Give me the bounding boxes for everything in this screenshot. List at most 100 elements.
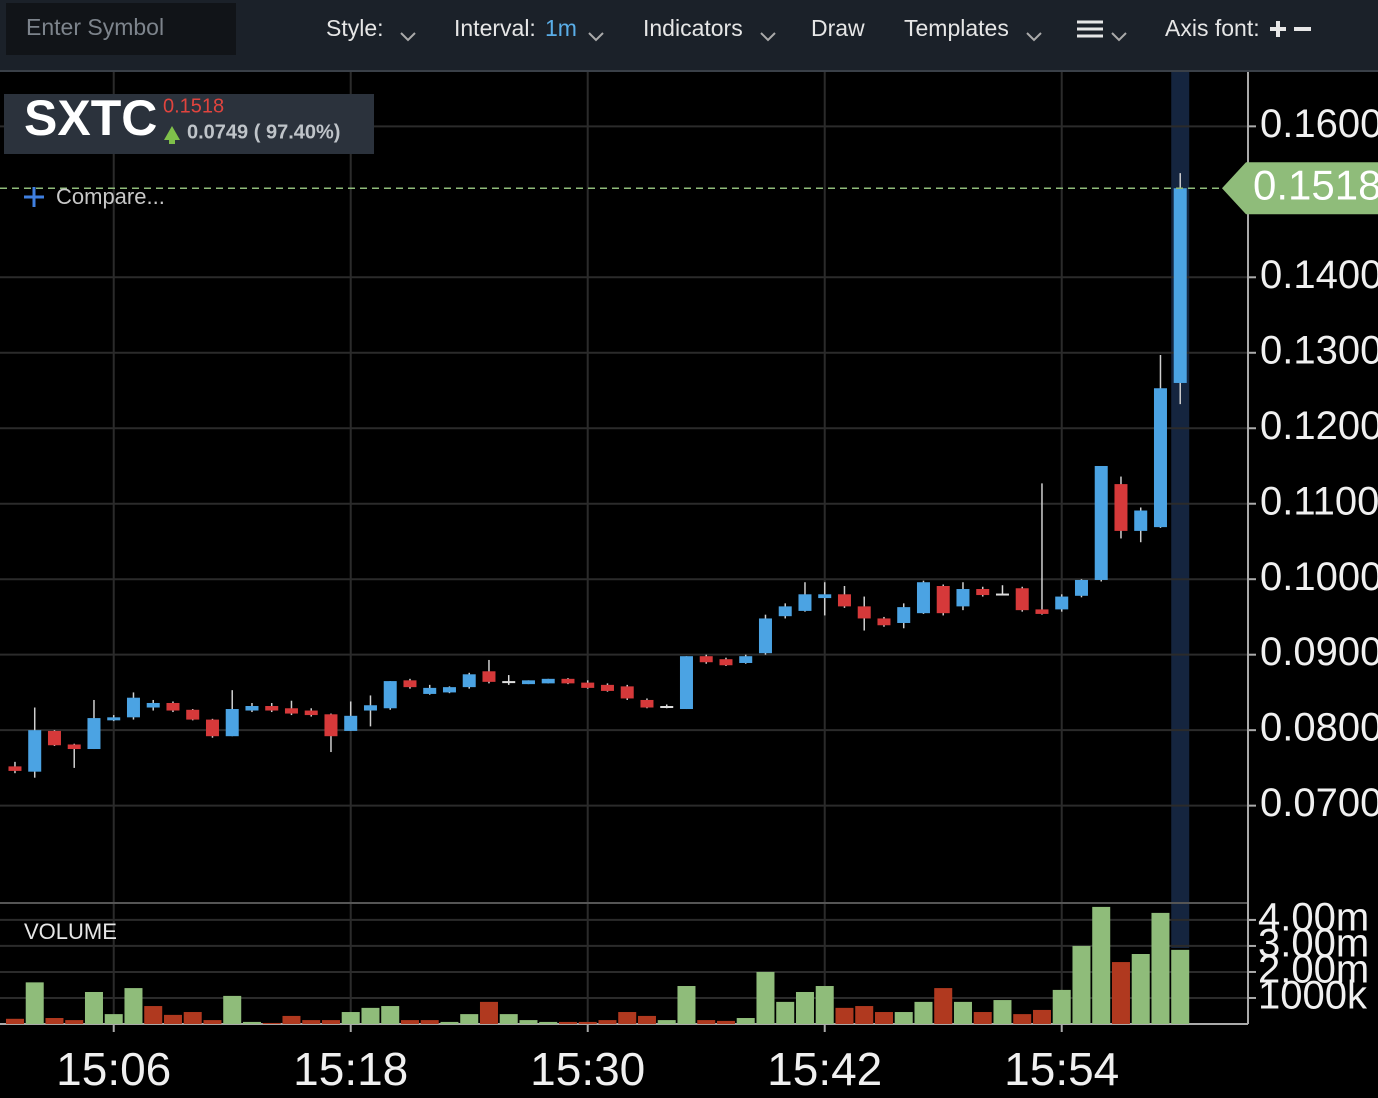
candle-body	[304, 710, 318, 716]
candle-body	[284, 708, 298, 714]
candle-body	[462, 674, 476, 688]
volume-tick-label: 1000k	[1258, 974, 1368, 1018]
volume-bar	[914, 1001, 933, 1024]
volume-bar	[637, 1015, 656, 1024]
last-price-tag	[1222, 162, 1378, 215]
candle-body	[442, 687, 456, 693]
volume-bar	[953, 1001, 972, 1024]
candle-body	[897, 607, 911, 623]
volume-bar	[223, 995, 242, 1024]
y-tick-label: 0.0900	[1260, 630, 1378, 674]
volume-bar	[242, 1021, 261, 1024]
candle-body	[956, 589, 970, 607]
volume-bar	[874, 1012, 893, 1024]
x-tick-label: 15:42	[767, 1043, 882, 1095]
volume-tick-label: 2.00m	[1258, 948, 1369, 992]
price-change: 0.0749 ( 97.40%)	[187, 121, 340, 143]
y-tick-label: 0.1300	[1260, 328, 1378, 372]
volume-bar	[1013, 1014, 1032, 1024]
axis-font-label: Axis font:	[1165, 15, 1260, 41]
candle-body	[324, 714, 338, 737]
volume-bar	[1092, 906, 1111, 1024]
candle-body	[423, 687, 437, 694]
draw-menu[interactable]: Draw	[811, 15, 865, 41]
compare-plus[interactable]	[24, 187, 44, 207]
candle-body	[739, 656, 753, 663]
candle-body	[1055, 596, 1069, 610]
candle-body	[758, 618, 772, 654]
candle-body	[521, 680, 535, 685]
volume-bar	[657, 1020, 676, 1024]
candle-body	[798, 594, 812, 611]
volume-bar	[776, 1001, 795, 1024]
y-tick-label: 0.1200	[1260, 404, 1378, 448]
candle-body	[620, 686, 634, 699]
volume-bar	[282, 1015, 301, 1024]
candle-body	[166, 702, 180, 711]
volume-bar	[598, 1020, 617, 1024]
candle-body	[581, 682, 595, 688]
y-tick-label: 0.0800	[1260, 706, 1378, 750]
candle-body	[1015, 588, 1029, 611]
volume-bar	[1131, 954, 1150, 1024]
candle-body	[541, 678, 555, 684]
volume-bar	[1111, 962, 1130, 1024]
candle-body	[1173, 188, 1187, 383]
chevron	[1111, 32, 1127, 42]
volume-bar	[795, 991, 814, 1024]
candle-body	[87, 718, 101, 750]
volume-bar	[420, 1020, 439, 1024]
volume-tick-label: 3.00m	[1258, 921, 1369, 965]
x-tick-label: 15:30	[530, 1043, 645, 1095]
x-tick-label: 15:18	[293, 1043, 408, 1095]
interval-menu[interactable]: Interval:	[454, 15, 536, 41]
candle-body	[482, 671, 496, 682]
candle-body	[679, 656, 693, 710]
volume-bar	[835, 1007, 854, 1024]
plot: 0.0700 0.0800 0.0900 0.1000 0.1100 0.1200 0.13…	[0, 72, 1378, 1095]
candle-body	[67, 744, 81, 750]
symbol-input[interactable]	[6, 3, 236, 55]
interval-value[interactable]: 1m	[545, 15, 577, 41]
volume-bar	[381, 1006, 400, 1024]
volume-bar	[1052, 989, 1071, 1024]
candle-body	[502, 681, 516, 684]
indicators-menu[interactable]: Indicators	[643, 15, 743, 41]
volume-bar	[183, 1012, 202, 1024]
volume-bar	[84, 991, 103, 1024]
candle-body	[936, 585, 950, 614]
style-menu[interactable]: Style:	[326, 15, 384, 41]
volume-bar	[1032, 1009, 1051, 1024]
chevron	[760, 32, 776, 42]
candle-body	[916, 582, 930, 614]
volume-bar	[361, 1007, 380, 1024]
candle-body	[719, 659, 733, 666]
volume-bar	[934, 988, 953, 1024]
templates-menu[interactable]: Templates	[904, 15, 1009, 41]
y-tick-label: 0.1400	[1260, 253, 1378, 297]
candle-body	[205, 719, 219, 737]
symbol-placeholder: Enter Symbol	[26, 14, 164, 40]
candle-body	[344, 715, 358, 731]
volume-bar	[1171, 949, 1190, 1024]
volume-bar	[855, 1006, 874, 1024]
candle-body	[1074, 579, 1088, 596]
volume-bar	[203, 1020, 222, 1024]
font-increase[interactable]	[1270, 21, 1286, 37]
candle-body	[877, 618, 891, 626]
volume-bar	[578, 1021, 597, 1024]
volume-bar	[341, 1012, 360, 1024]
volume-bar	[302, 1020, 321, 1024]
quote-box	[4, 94, 374, 154]
volume-tick-label: 4.00m	[1258, 895, 1369, 939]
candle-body	[1114, 484, 1128, 531]
compare[interactable]: Compare...	[56, 184, 165, 209]
menu-icon[interactable]	[1077, 20, 1103, 38]
volume-bar	[1072, 945, 1091, 1024]
volume-bar	[1151, 912, 1170, 1024]
candle-body	[1035, 609, 1049, 614]
chevron	[1026, 32, 1042, 42]
volume-bar	[736, 1018, 755, 1024]
candle-body	[1094, 465, 1108, 580]
